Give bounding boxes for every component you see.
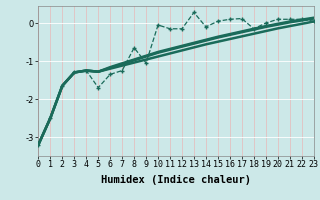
X-axis label: Humidex (Indice chaleur): Humidex (Indice chaleur) <box>101 175 251 185</box>
